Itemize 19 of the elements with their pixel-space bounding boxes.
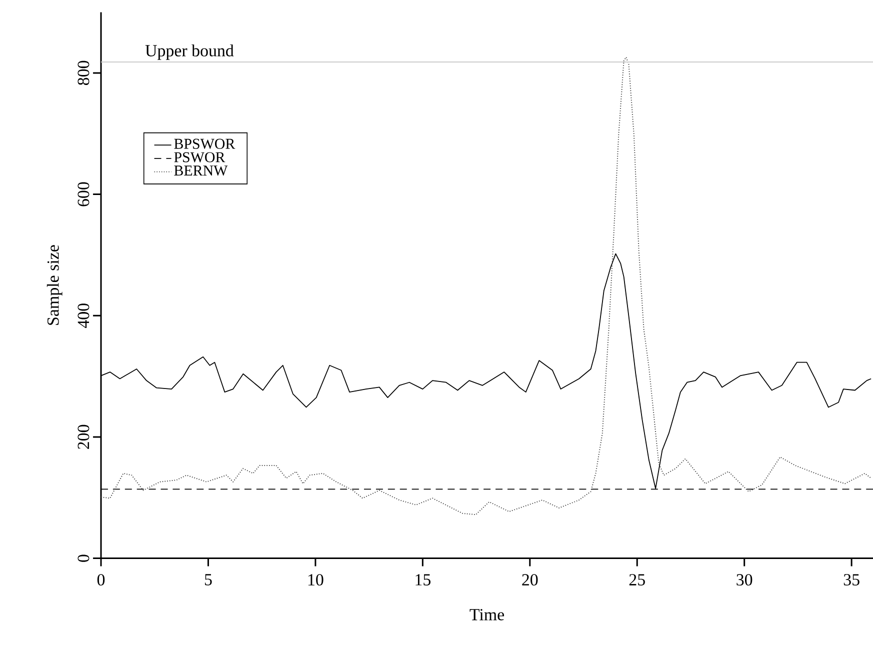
x-tick-label: 0 bbox=[97, 574, 105, 586]
y-tick-label: 600 bbox=[78, 182, 90, 206]
x-axis-title: Time bbox=[470, 608, 504, 620]
x-tick-label: 10 bbox=[308, 574, 324, 586]
x-tick-label: 30 bbox=[736, 574, 752, 586]
y-axis-title: Sample size bbox=[46, 245, 62, 325]
x-tick-label: 25 bbox=[629, 574, 645, 586]
legend-label: BERNW bbox=[174, 166, 228, 176]
x-tick-label: 20 bbox=[522, 574, 538, 586]
x-tick-label: 35 bbox=[844, 574, 860, 586]
x-tick-label: 5 bbox=[204, 574, 212, 586]
legend-label: PSWOR bbox=[174, 152, 226, 162]
x-tick-label: 15 bbox=[416, 574, 430, 586]
y-tick-label: 200 bbox=[78, 424, 90, 449]
y-tick-label: 800 bbox=[78, 60, 90, 86]
y-tick-label: 400 bbox=[78, 304, 90, 328]
ref-line-label: Upper bound bbox=[145, 44, 234, 60]
legend-label: BPSWOR bbox=[174, 138, 236, 149]
y-tick-label: 0 bbox=[78, 554, 90, 562]
